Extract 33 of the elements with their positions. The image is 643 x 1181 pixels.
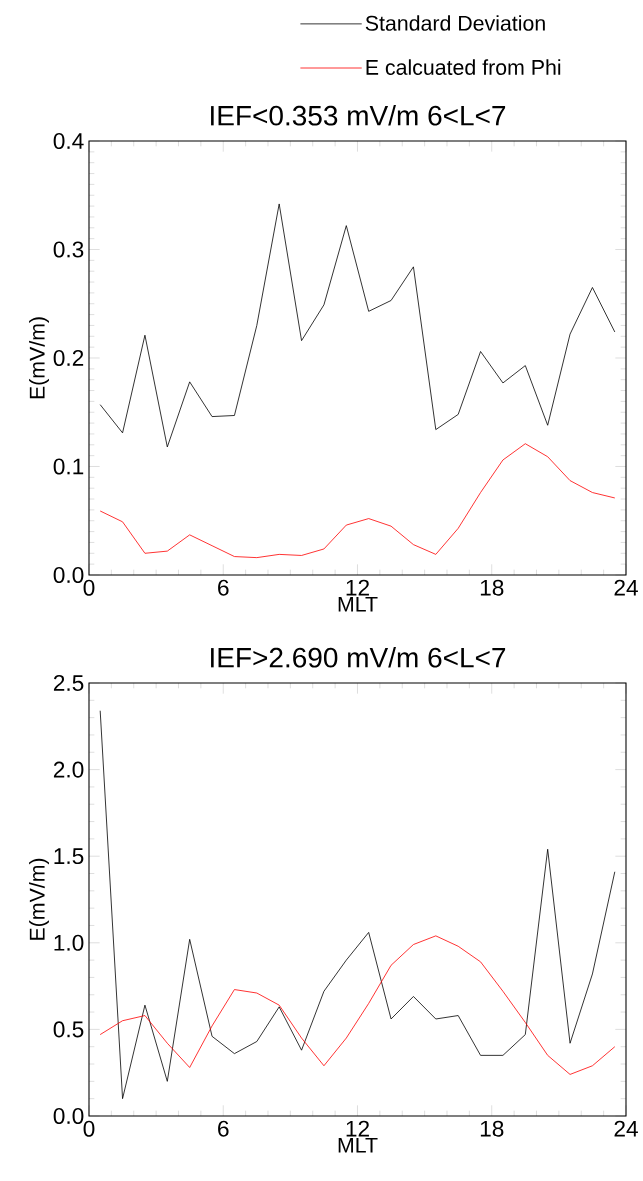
x-tick-label: 6 bbox=[218, 1120, 229, 1137]
line-series bbox=[99, 935, 616, 1075]
x-tick-label: 0 bbox=[83, 1120, 95, 1137]
line-series bbox=[99, 710, 616, 1100]
y-tick-label: 2.0 bbox=[53, 761, 84, 778]
legend-label: E calcuated from Phi bbox=[366, 59, 561, 75]
y-tick-label: 0.2 bbox=[53, 349, 84, 367]
x-axis-title: MLT bbox=[338, 1137, 378, 1153]
legend-label: Standard Deviation bbox=[365, 15, 545, 31]
y-tick-label: 0.1 bbox=[53, 458, 84, 475]
x-tick-label: 24 bbox=[614, 579, 638, 596]
chart-title: IEF>2.690 mV/m 6<L<7 bbox=[211, 647, 506, 668]
y-tick-label: 1.5 bbox=[54, 848, 84, 865]
y-axis-title: E(mV/m) bbox=[29, 317, 49, 399]
y-tick-label: 0.3 bbox=[53, 241, 84, 258]
y-tick-label: 0.5 bbox=[53, 1021, 84, 1038]
x-tick-label: 18 bbox=[480, 1120, 504, 1137]
line-series bbox=[99, 203, 616, 448]
x-tick-label: 18 bbox=[480, 579, 504, 596]
x-tick-label: 12 bbox=[346, 579, 369, 596]
line-series bbox=[99, 443, 616, 559]
x-tick-label: 12 bbox=[346, 1120, 369, 1137]
y-tick-label: 0.0 bbox=[53, 566, 84, 584]
y-tick-label: 0.0 bbox=[53, 1107, 84, 1125]
x-tick-label: 0 bbox=[83, 579, 95, 596]
y-tick-label: 1.0 bbox=[54, 934, 84, 951]
x-tick-label: 6 bbox=[218, 579, 229, 596]
y-axis-title: E(mV/m) bbox=[29, 858, 49, 940]
y-tick-label: 0.4 bbox=[53, 132, 84, 150]
x-tick-label: 24 bbox=[614, 1120, 638, 1137]
x-axis-title: MLT bbox=[338, 596, 378, 612]
y-tick-label: 2.5 bbox=[53, 674, 84, 692]
chart-title: IEF<0.353 mV/m 6<L<7 bbox=[211, 105, 506, 126]
